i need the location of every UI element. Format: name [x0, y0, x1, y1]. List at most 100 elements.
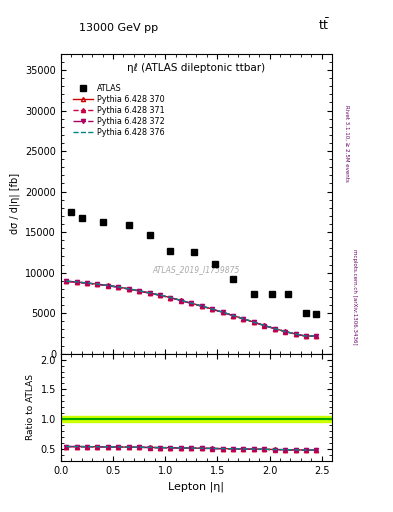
Pythia 6.428 372: [168, 295, 173, 301]
ATLAS: [314, 311, 319, 317]
Pythia 6.428 376: [304, 333, 309, 339]
ATLAS: [285, 291, 290, 297]
Pythia 6.428 370: [189, 300, 194, 306]
Pythia 6.428 372: [199, 303, 204, 309]
Pythia 6.428 370: [95, 281, 100, 287]
Pythia 6.428 371: [84, 280, 89, 286]
Pythia 6.428 376: [262, 323, 266, 329]
Pythia 6.428 371: [74, 279, 79, 285]
Pythia 6.428 371: [178, 297, 183, 304]
Pythia 6.428 376: [147, 290, 152, 296]
Pythia 6.428 370: [168, 294, 173, 301]
Pythia 6.428 372: [304, 333, 309, 339]
Pythia 6.428 370: [178, 297, 183, 304]
ATLAS: [69, 209, 74, 215]
Pythia 6.428 370: [272, 326, 277, 332]
Pythia 6.428 370: [74, 279, 79, 285]
ATLAS: [147, 231, 152, 238]
Text: ηℓ (ATLAS dileptonic ttbar): ηℓ (ATLAS dileptonic ttbar): [127, 63, 266, 73]
Pythia 6.428 376: [64, 278, 68, 284]
Pythia 6.428 376: [210, 306, 215, 312]
Text: $\mathrm{t\bar{t}}$: $\mathrm{t\bar{t}}$: [318, 18, 330, 33]
Pythia 6.428 371: [293, 331, 298, 337]
Pythia 6.428 371: [189, 300, 194, 306]
Pythia 6.428 370: [147, 290, 152, 296]
Pythia 6.428 376: [231, 312, 235, 318]
Text: Rivet 3.1.10, ≥ 2.5M events: Rivet 3.1.10, ≥ 2.5M events: [344, 105, 349, 182]
Pythia 6.428 370: [220, 309, 225, 315]
Pythia 6.428 372: [74, 279, 79, 285]
Pythia 6.428 372: [210, 306, 215, 312]
Pythia 6.428 376: [126, 286, 131, 292]
Pythia 6.428 372: [116, 284, 121, 290]
Pythia 6.428 370: [199, 303, 204, 309]
Pythia 6.428 376: [74, 279, 79, 285]
Pythia 6.428 371: [272, 326, 277, 332]
ATLAS: [191, 248, 196, 254]
ATLAS: [79, 215, 84, 221]
Bar: [61, 416, 332, 422]
Pythia 6.428 371: [199, 303, 204, 309]
Pythia 6.428 370: [231, 312, 235, 318]
Pythia 6.428 372: [64, 279, 68, 285]
Pythia 6.428 371: [116, 284, 121, 290]
Pythia 6.428 376: [84, 280, 89, 286]
Pythia 6.428 372: [252, 319, 256, 326]
Legend: ATLAS, Pythia 6.428 370, Pythia 6.428 371, Pythia 6.428 372, Pythia 6.428 376: ATLAS, Pythia 6.428 370, Pythia 6.428 37…: [70, 82, 167, 140]
Pythia 6.428 371: [168, 295, 173, 301]
Pythia 6.428 376: [199, 303, 204, 309]
Y-axis label: Ratio to ATLAS: Ratio to ATLAS: [26, 374, 35, 440]
ATLAS: [168, 248, 173, 254]
ATLAS: [270, 291, 274, 297]
Pythia 6.428 370: [105, 282, 110, 288]
Pythia 6.428 372: [147, 290, 152, 296]
Pythia 6.428 372: [158, 292, 162, 298]
Pythia 6.428 376: [293, 331, 298, 337]
Pythia 6.428 371: [231, 312, 235, 318]
ATLAS: [231, 276, 235, 282]
Pythia 6.428 370: [293, 331, 298, 337]
ATLAS: [252, 291, 256, 297]
Pythia 6.428 372: [220, 309, 225, 315]
Pythia 6.428 372: [314, 333, 319, 339]
Pythia 6.428 372: [137, 288, 141, 294]
Pythia 6.428 372: [231, 313, 235, 319]
Pythia 6.428 372: [262, 323, 266, 329]
Pythia 6.428 371: [64, 279, 68, 285]
Pythia 6.428 376: [252, 319, 256, 325]
Pythia 6.428 376: [158, 292, 162, 298]
Line: Pythia 6.428 370: Pythia 6.428 370: [64, 279, 318, 338]
Pythia 6.428 372: [283, 329, 288, 335]
Pythia 6.428 372: [272, 326, 277, 332]
ATLAS: [212, 261, 217, 267]
Pythia 6.428 376: [95, 281, 100, 287]
Pythia 6.428 371: [241, 316, 246, 322]
Pythia 6.428 370: [84, 280, 89, 286]
Pythia 6.428 371: [283, 329, 288, 335]
Pythia 6.428 371: [147, 290, 152, 296]
Pythia 6.428 371: [210, 306, 215, 312]
Pythia 6.428 370: [262, 323, 266, 329]
Pythia 6.428 376: [168, 294, 173, 301]
Pythia 6.428 372: [105, 283, 110, 289]
Pythia 6.428 376: [220, 309, 225, 315]
Text: mcplots.cern.ch [arXiv:1306.3436]: mcplots.cern.ch [arXiv:1306.3436]: [352, 249, 357, 345]
Pythia 6.428 370: [252, 319, 256, 325]
Pythia 6.428 376: [116, 284, 121, 290]
Pythia 6.428 372: [189, 301, 194, 307]
Pythia 6.428 370: [126, 286, 131, 292]
ATLAS: [304, 310, 309, 316]
Pythia 6.428 370: [64, 278, 68, 284]
Pythia 6.428 372: [241, 316, 246, 322]
Pythia 6.428 370: [116, 284, 121, 290]
Pythia 6.428 370: [314, 333, 319, 339]
Pythia 6.428 371: [262, 323, 266, 329]
X-axis label: Lepton |η|: Lepton |η|: [169, 481, 224, 492]
Pythia 6.428 376: [189, 300, 194, 306]
Pythia 6.428 376: [241, 315, 246, 322]
Line: Pythia 6.428 371: Pythia 6.428 371: [64, 279, 318, 338]
Pythia 6.428 371: [252, 319, 256, 325]
Pythia 6.428 370: [241, 316, 246, 322]
Pythia 6.428 376: [314, 333, 319, 339]
Pythia 6.428 376: [105, 282, 110, 288]
